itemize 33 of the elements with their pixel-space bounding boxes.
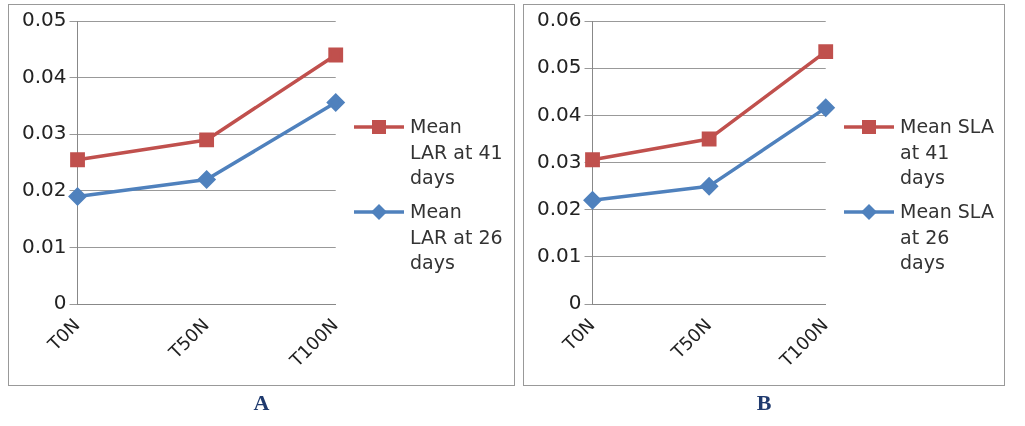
legend-label: Mean SLA at 41 days — [900, 114, 994, 191]
point — [583, 191, 602, 210]
point — [818, 44, 834, 60]
y-tick-label: 0.01 — [22, 233, 67, 258]
text: A — [253, 390, 270, 416]
y-tick-label: 0.02 — [22, 177, 67, 202]
text: B — [756, 390, 772, 416]
y-tick-label: 0.03 — [537, 148, 582, 173]
point — [700, 177, 718, 195]
y-tick-label: 0.05 — [537, 54, 582, 79]
x-tick-label: T0N — [42, 314, 84, 356]
point — [816, 99, 835, 117]
point — [326, 93, 345, 112]
y-tick-label: 0.04 — [22, 63, 67, 88]
y-tick-label: 0.02 — [537, 195, 582, 220]
point — [199, 132, 215, 148]
y-tick-label: 0.01 — [537, 243, 582, 268]
legend-label: Mean SLA at 26 days — [900, 199, 994, 276]
point — [70, 152, 85, 168]
point — [68, 187, 87, 206]
legend-label: Mean LAR at 41 days — [410, 114, 504, 191]
y-tick-label: 0.04 — [537, 101, 582, 126]
point — [701, 131, 717, 147]
legend-label: Mean LAR at 26 days — [410, 199, 504, 276]
y-tick-label: 0.05 — [22, 7, 67, 32]
point — [585, 152, 600, 168]
y-tick-label: 0 — [53, 290, 67, 315]
y-tick-label: 0.03 — [22, 120, 67, 145]
y-tick-label: 0.06 — [537, 7, 582, 32]
point — [197, 170, 216, 189]
x-tick-label: T0N — [557, 314, 599, 356]
point — [328, 47, 344, 63]
y-tick-label: 0 — [568, 290, 582, 315]
